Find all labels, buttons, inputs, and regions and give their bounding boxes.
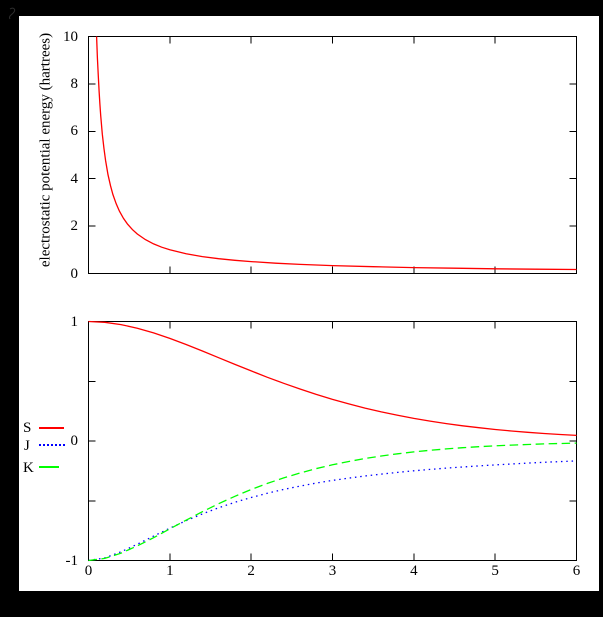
- figure-canvas: [19, 16, 599, 591]
- legend-label-j: J: [24, 438, 30, 454]
- top-panel-y-tick-label: 2: [70, 218, 79, 235]
- bottom-panel-x-tick-label: 3: [328, 563, 337, 579]
- top-panel-y-tick-label: 0: [70, 265, 79, 282]
- corner-artifact: [9, 7, 16, 20]
- legend-sample-j-line: [39, 444, 65, 446]
- series-s-curve: [88, 320, 577, 437]
- bottom-panel-y-tick-label: 1: [70, 313, 79, 330]
- bottom-panel-x-tick-label: 5: [491, 563, 499, 579]
- legend-label-s: S: [23, 420, 32, 436]
- legend-sample-k-line: [39, 466, 59, 468]
- bottom-panel-x-tick-label: 1: [166, 563, 174, 579]
- top-panel-axes: [88, 36, 577, 274]
- series-1-r-electrostatic-repulsion-curve: [95, 36, 577, 271]
- bottom-panel-x-tick-label: 6: [572, 563, 581, 579]
- bottom-panel-x-tick-label: 2: [247, 563, 255, 579]
- top-panel-y-tick-label: 4: [70, 170, 79, 187]
- bottom-panel-x-tick-label: 0: [84, 563, 93, 579]
- bottom-panel-y-tick-label: 0: [70, 433, 79, 449]
- top-panel-y-tick-label: 8: [70, 75, 79, 92]
- top-panel-y-tick-label: 10: [63, 28, 78, 45]
- bottom-panel-x-tick-label: 4: [410, 563, 418, 579]
- legend-label-k: K: [23, 460, 34, 476]
- legend-sample-s-line: [39, 427, 64, 429]
- series-j-curve: [88, 460, 577, 562]
- bottom-panel-axes: [88, 321, 577, 561]
- bottom-panel-y-tick-label: -1: [65, 552, 79, 569]
- series-k-curve: [88, 442, 577, 562]
- top-panel-y-tick-label: 6: [70, 123, 79, 140]
